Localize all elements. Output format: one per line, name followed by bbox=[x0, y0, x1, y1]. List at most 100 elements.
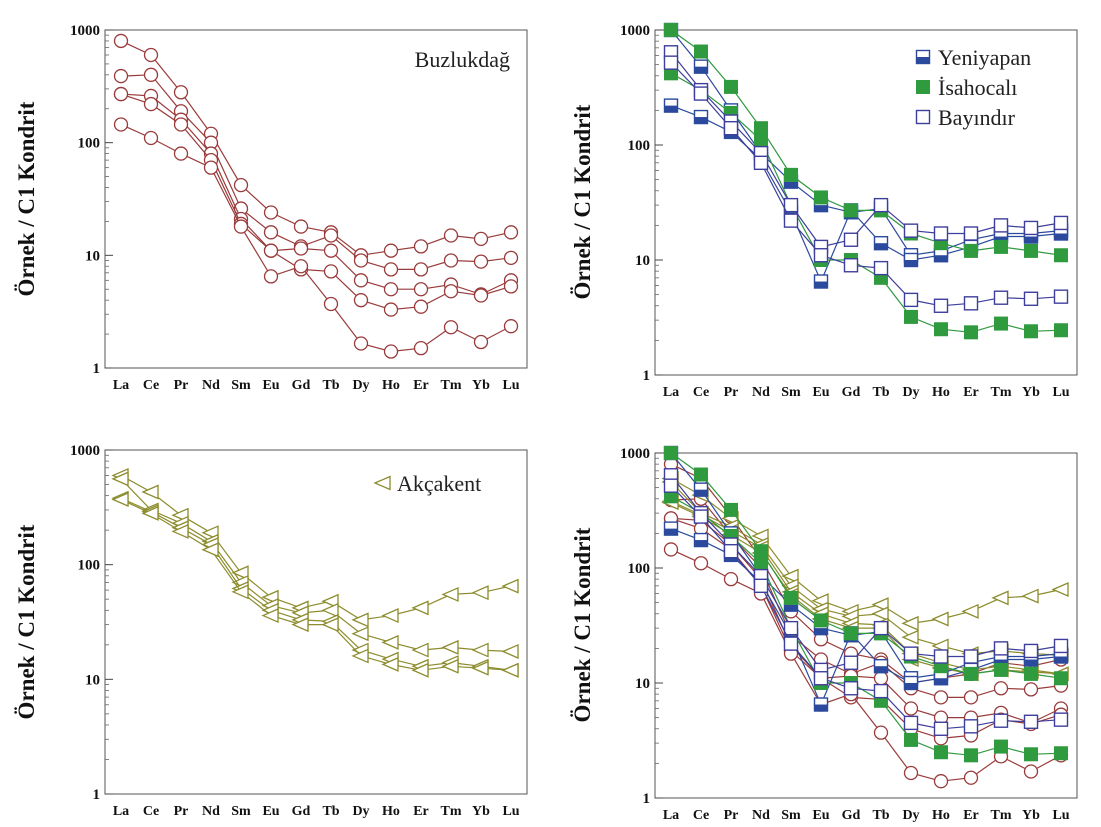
data-point-la bbox=[113, 86, 129, 102]
data-point-tb bbox=[873, 260, 889, 276]
data-point-nd bbox=[754, 121, 768, 136]
data-point-ho bbox=[933, 690, 949, 705]
data-point-ce bbox=[693, 482, 709, 497]
x-tick-label-tm: Tm bbox=[441, 378, 462, 393]
data-point-dy bbox=[351, 626, 369, 642]
data-point-ce bbox=[693, 86, 709, 101]
data-point-ce bbox=[693, 556, 709, 571]
data-point-yb bbox=[471, 585, 489, 601]
plot-frame bbox=[104, 29, 528, 369]
data-point-tb bbox=[873, 683, 889, 699]
x-tick-label-er: Er bbox=[413, 378, 429, 393]
series-buzlukdag-5 bbox=[113, 117, 519, 359]
x-tick-label-nd: Nd bbox=[752, 808, 770, 823]
data-point-ho bbox=[383, 344, 399, 359]
x-tick-label-dy: Dy bbox=[902, 808, 919, 823]
y-tick-label: 100 bbox=[628, 138, 651, 154]
data-point-lu bbox=[503, 319, 519, 334]
data-point-ce bbox=[143, 96, 159, 112]
data-point-dy bbox=[903, 292, 919, 308]
data-point-dy bbox=[904, 309, 918, 324]
data-point-ho bbox=[933, 298, 949, 313]
x-tick-label-ho: Ho bbox=[382, 378, 400, 393]
data-point-yb bbox=[1024, 747, 1038, 762]
data-point-dy bbox=[903, 765, 919, 781]
chart-panel-yeniyapan-isahocali-bayindir: 1 10 100 1000 La Ce Pr Nd Sm Eu Gd Tb Dy Ho Er Tm Yb Lu Ö… bbox=[570, 22, 1078, 400]
data-point-yb bbox=[473, 288, 489, 303]
data-point-sm bbox=[231, 584, 249, 600]
data-point-yb bbox=[1023, 220, 1039, 236]
x-tick-label-lu: Lu bbox=[1052, 808, 1069, 823]
data-point-gd bbox=[843, 258, 859, 273]
data-point-yb bbox=[1023, 714, 1039, 729]
data-point-ho bbox=[933, 248, 949, 263]
data-point-eu bbox=[813, 671, 829, 686]
data-point-er bbox=[964, 748, 978, 763]
data-point-er bbox=[413, 299, 429, 314]
data-point-pr bbox=[723, 543, 739, 559]
data-point-yb bbox=[1021, 588, 1039, 604]
x-tick-label-eu: Eu bbox=[262, 378, 279, 393]
data-point-tm bbox=[443, 253, 459, 268]
data-point-ho bbox=[933, 649, 949, 664]
data-point-dy bbox=[903, 252, 919, 268]
data-point-yb bbox=[471, 642, 489, 658]
data-point-gd bbox=[293, 219, 309, 234]
data-point-eu bbox=[263, 269, 279, 284]
data-point-lu bbox=[1051, 582, 1069, 598]
y-tick-label: 100 bbox=[78, 136, 101, 152]
y-axis-title: Örnek / C1 Kondrit bbox=[14, 101, 39, 296]
data-point-sm bbox=[231, 565, 249, 581]
y-tick-label: 1 bbox=[93, 787, 101, 803]
data-point-tm bbox=[443, 284, 459, 299]
legend: Yeniyapan İsahocalı Bayındır bbox=[915, 45, 1031, 130]
y-tick-label: 1 bbox=[643, 368, 651, 384]
data-point-ce bbox=[694, 467, 708, 482]
x-tick-label-tm: Tm bbox=[991, 808, 1012, 823]
data-point-pr bbox=[173, 85, 189, 100]
data-point-gd bbox=[844, 626, 858, 641]
y-tick-label: 10 bbox=[635, 676, 650, 692]
data-point-tb bbox=[873, 620, 889, 636]
x-tick-label-pr: Pr bbox=[174, 804, 189, 819]
data-point-eu bbox=[263, 243, 279, 258]
data-point-yb bbox=[473, 254, 489, 269]
x-tick-label-ce: Ce bbox=[693, 385, 709, 400]
data-point-tb bbox=[321, 593, 339, 609]
data-point-sm bbox=[233, 219, 249, 234]
x-tick-label-tb: Tb bbox=[872, 385, 889, 400]
data-point-pr bbox=[723, 120, 739, 136]
data-point-tb bbox=[323, 264, 339, 279]
x-tick-label-la: La bbox=[663, 808, 679, 823]
y-axis-title: Örnek / C1 Kondrit bbox=[14, 524, 39, 719]
data-point-lu bbox=[503, 250, 519, 265]
data-point-dy bbox=[904, 732, 918, 747]
data-point-tm bbox=[443, 228, 459, 243]
data-point-nd bbox=[753, 155, 769, 171]
data-point-nd bbox=[754, 556, 768, 571]
data-point-la bbox=[113, 117, 129, 132]
x-tick-label-yb: Yb bbox=[472, 804, 490, 819]
data-point-tb bbox=[873, 235, 889, 251]
x-tick-label-yb: Yb bbox=[1022, 808, 1040, 823]
data-point-tm bbox=[993, 218, 1009, 233]
data-point-er bbox=[961, 603, 979, 619]
chart-panel-combined: 1 10 100 1000 La Ce Pr Nd Sm Eu Gd Tb Dy Ho Er Tm Yb Lu Ö… bbox=[570, 445, 1078, 823]
data-point-ho bbox=[383, 302, 399, 317]
data-point-sm bbox=[783, 636, 799, 651]
data-point-er bbox=[964, 325, 978, 340]
data-point-gd bbox=[293, 259, 309, 274]
x-tick-label-eu: Eu bbox=[812, 385, 829, 400]
data-point-dy bbox=[903, 715, 919, 731]
x-tick-label-dy: Dy bbox=[902, 385, 919, 400]
x-tick-label-pr: Pr bbox=[724, 385, 739, 400]
data-point-la bbox=[663, 55, 679, 70]
data-point-yb bbox=[1024, 243, 1038, 258]
data-point-nd bbox=[203, 160, 219, 175]
x-tick-label-lu: Lu bbox=[1052, 385, 1069, 400]
data-point-sm bbox=[783, 197, 799, 213]
data-point-er bbox=[413, 341, 429, 356]
data-point-ho bbox=[934, 322, 948, 337]
data-point-lu bbox=[1053, 289, 1069, 304]
data-point-yb bbox=[473, 231, 489, 247]
